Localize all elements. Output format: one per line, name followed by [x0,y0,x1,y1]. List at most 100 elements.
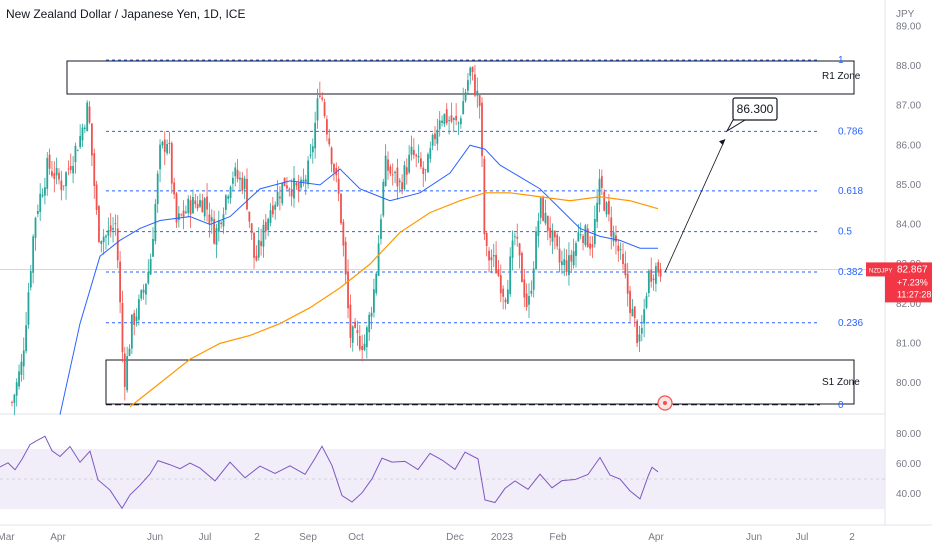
candle-body [236,169,239,179]
candle-body [98,206,100,243]
price-value: 82.867 [897,264,928,275]
candle-body [187,198,190,214]
candle-body [528,296,530,305]
candle-body [337,178,340,194]
candle-body [626,273,629,294]
candle-body [452,118,455,120]
candle-body [133,313,136,326]
candles [11,64,662,416]
candle-body [485,233,488,246]
candle-body [241,177,244,191]
candle-body [276,191,279,206]
candle-body [255,255,258,261]
candle-body [67,168,70,170]
candle-body [262,224,265,247]
candle-body [119,261,121,303]
candle-body [483,158,486,235]
candle-body [551,230,554,242]
candle-body [185,211,187,213]
candle-body [152,238,154,257]
candle-body [394,171,396,174]
candle-body [349,304,352,338]
candle-body [448,120,450,121]
candle-body [608,200,610,215]
x-tick-label: Sep [299,532,317,543]
candle-body [368,314,371,333]
candle-body [429,148,432,159]
y-tick-label: 86.00 [896,140,921,151]
x-tick-label: Oct [348,532,364,543]
candle-body [342,221,345,246]
candle-body [196,203,199,209]
candle-body [326,119,328,135]
candle-body [525,293,528,308]
candle-body [126,356,129,391]
candle-body [81,127,84,141]
candle-body [370,312,373,317]
candle-body [582,235,584,243]
candle-body [210,217,213,222]
candle-body [401,182,403,190]
candle-body [288,188,291,190]
candle-body [65,172,67,187]
candle-body [264,221,267,232]
candle-body [391,174,394,176]
candle-body [224,195,227,210]
candle-body [403,165,406,189]
candle-body [436,129,439,144]
candle-body [318,95,321,97]
price-change: +7.23% [897,277,928,287]
candle-body [163,139,166,152]
symbol-tag [866,262,885,277]
y-tick-label: 81.00 [896,338,921,349]
candle-body [340,193,342,224]
candle-body [344,241,347,275]
candle-body [495,254,497,274]
candle-body [347,272,349,309]
y-tick-label: 82.00 [896,299,921,310]
candle-body [286,185,288,189]
candle-body [605,202,608,215]
candle-body [521,252,523,283]
candle-body [382,181,385,216]
candle-body [34,217,37,238]
candle-body [46,158,49,189]
x-tick-label: 2 [849,532,855,543]
candle-body [15,382,18,396]
candle-body [140,290,143,299]
candle-body [130,314,133,349]
candle-body [234,167,237,177]
r1-zone-label: R1 Zone [822,71,861,82]
candle-body [311,146,314,153]
candle-body [492,255,495,257]
candle-body [420,158,422,167]
candle-body [149,258,152,275]
candle-body [615,235,617,242]
candle-body [589,243,591,249]
candle-body [138,299,140,320]
candle-body [293,178,295,199]
candle-body [659,268,662,277]
candle-body [290,189,293,197]
candle-body [20,361,23,375]
candle-body [203,198,206,217]
candle-body [11,402,13,404]
candle-body [504,299,507,303]
candle-body [356,329,359,334]
candle-body [434,133,436,140]
candle-body [544,212,547,224]
candle-body [488,250,490,261]
candle-body [29,271,32,288]
candle-body [361,345,364,351]
candle-body [389,166,392,174]
candle-body [232,177,234,184]
candle-body [93,153,96,186]
candle-body [175,193,178,223]
candle-body [114,223,117,225]
candle-body [95,184,98,210]
candle-body [248,211,251,222]
candle-body [41,194,44,197]
x-tick-label: Apr [50,532,66,543]
x-tick-label: Jul [796,532,809,543]
